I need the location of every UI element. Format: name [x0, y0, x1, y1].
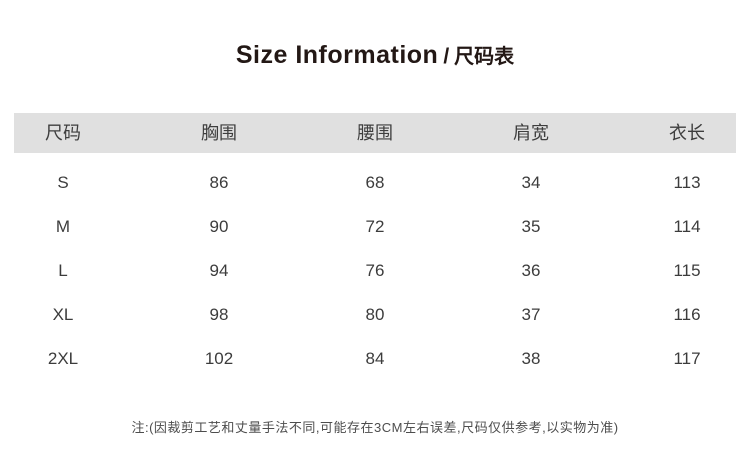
cell-shoulder: 36 [521, 261, 541, 280]
cell-length: 116 [673, 305, 701, 324]
cell-size: M [55, 217, 71, 236]
column-header-bust: 胸围 [201, 123, 237, 143]
header-row: 尺码 胸围 腰围 肩宽 衣长 [0, 113, 750, 153]
table-header-row: 尺码 胸围 腰围 肩宽 衣长 [0, 113, 750, 153]
cell-shoulder: 34 [521, 173, 541, 192]
column-header-length: 衣长 [669, 123, 705, 143]
cell-length: 114 [673, 217, 701, 236]
cell-bust: 102 [204, 349, 234, 368]
table-header-background [14, 113, 736, 153]
cell-shoulder: 37 [521, 305, 541, 324]
cell-bust: 98 [209, 305, 229, 324]
table-row-s: S 86 68 34 113 [0, 161, 750, 205]
column-header-size: 尺码 [45, 123, 81, 143]
disclaimer-note: 注:(因裁剪工艺和丈量手法不同,可能存在3CM左右误差,尺码仅供参考,以实物为准… [131, 420, 619, 435]
cell-waist: 68 [365, 173, 385, 192]
cell-length: 115 [673, 261, 701, 280]
cell-waist: 72 [365, 217, 385, 236]
table-row-2xl: 2XL 102 84 38 117 [0, 337, 750, 381]
cell-size: 2XL [47, 349, 79, 368]
cell-waist: 80 [365, 305, 385, 324]
cell-length: 117 [673, 349, 701, 368]
cell-shoulder: 35 [521, 217, 541, 236]
column-header-shoulder: 肩宽 [513, 123, 549, 143]
title-separator: / [443, 45, 450, 68]
page-title: Size Information / 尺码表 [0, 40, 750, 70]
cell-size: XL [52, 305, 74, 324]
cell-length: 113 [673, 173, 701, 192]
cell-bust: 94 [209, 261, 229, 280]
table-row-m: M 90 72 35 114 [0, 205, 750, 249]
table-body: S 86 68 34 113 M 90 72 35 114 L 94 76 36… [0, 161, 750, 381]
table-row-xl: XL 98 80 37 116 [0, 293, 750, 337]
cell-waist: 76 [365, 261, 385, 280]
column-header-waist: 腰围 [357, 123, 393, 143]
title-chinese: 尺码表 [454, 46, 515, 68]
cell-size: S [57, 173, 69, 192]
cell-shoulder: 38 [521, 349, 541, 368]
table-row-l: L 94 76 36 115 [0, 249, 750, 293]
cell-bust: 90 [209, 217, 229, 236]
cell-bust: 86 [209, 173, 229, 192]
cell-size: L [58, 261, 68, 280]
cell-waist: 84 [365, 349, 385, 368]
title-english: Size Information [235, 41, 439, 69]
